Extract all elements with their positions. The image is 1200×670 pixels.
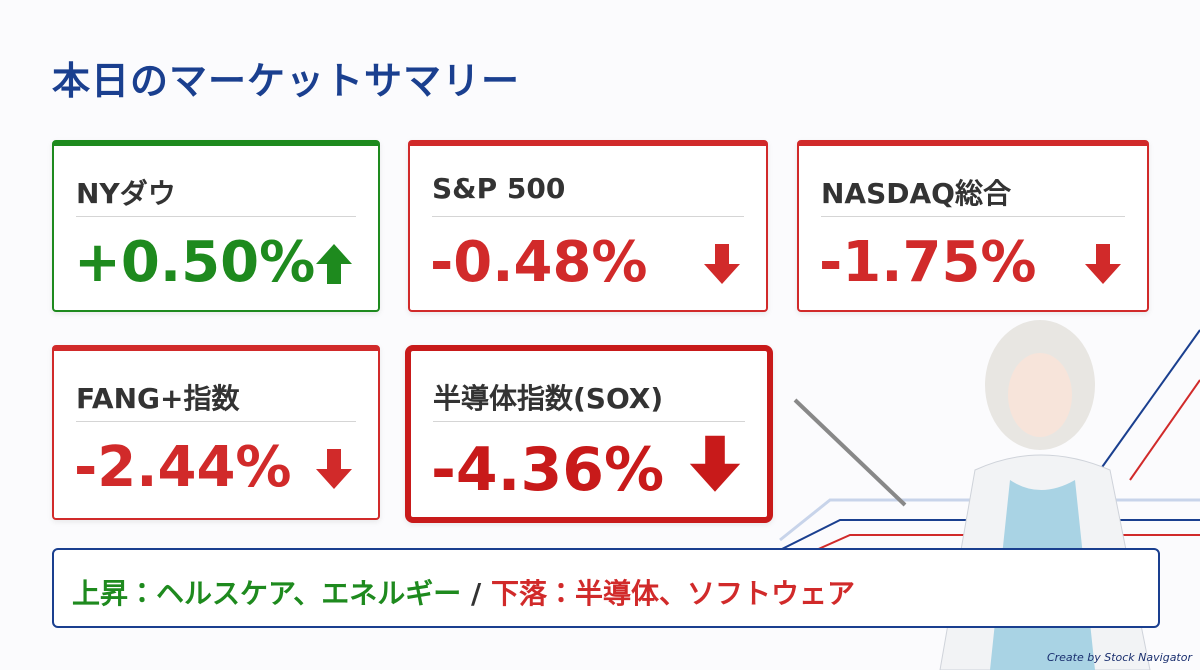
credit: Create by Stock Navigator [1046, 651, 1192, 664]
divider [76, 216, 356, 217]
arrow-shape [689, 435, 741, 492]
arrow-shape [316, 244, 352, 284]
change-value: -4.36% [431, 435, 665, 505]
footer-down: 下落：半導体、ソフトウェア [490, 577, 855, 610]
direction-arrow [704, 244, 740, 284]
index-name: S&P 500 [432, 172, 566, 205]
direction-arrow [689, 435, 741, 492]
footer-line: 上昇：ヘルスケア、エネルギー / 下落：半導体、ソフトウェア [72, 572, 855, 612]
index-name: NASDAQ総合 [821, 177, 1011, 210]
arrow-shape [1085, 244, 1121, 284]
market-card: NASDAQ総合 -1.75% [797, 140, 1149, 312]
divider [433, 421, 745, 422]
footer-up: 上昇：ヘルスケア、エネルギー [72, 577, 462, 610]
arrow-shape [316, 449, 352, 489]
direction-arrow [316, 449, 352, 489]
index-name: FANG+指数 [76, 382, 240, 415]
change-value: +0.50% [74, 230, 316, 295]
direction-arrow [1085, 244, 1121, 284]
market-card: NYダウ +0.50% [52, 140, 380, 312]
change-value: -2.44% [74, 435, 292, 500]
market-card: S&P 500 -0.48% [408, 140, 768, 312]
title: 本日のマーケットサマリー [52, 59, 521, 103]
market-card: 半導体指数(SOX) -4.36% [405, 345, 773, 523]
direction-arrow [316, 244, 352, 284]
divider [821, 216, 1125, 217]
footer: 上昇：ヘルスケア、エネルギー / 下落：半導体、ソフトウェア [52, 548, 1160, 628]
footer-separator: / [461, 577, 491, 610]
change-value: -0.48% [430, 230, 648, 295]
index-name: 半導体指数(SOX) [433, 382, 664, 415]
market-card: FANG+指数 -2.44% [52, 345, 380, 520]
divider [76, 421, 356, 422]
index-name: NYダウ [76, 177, 176, 210]
change-value: -1.75% [819, 230, 1037, 295]
arrow-shape [704, 244, 740, 284]
divider [432, 216, 744, 217]
